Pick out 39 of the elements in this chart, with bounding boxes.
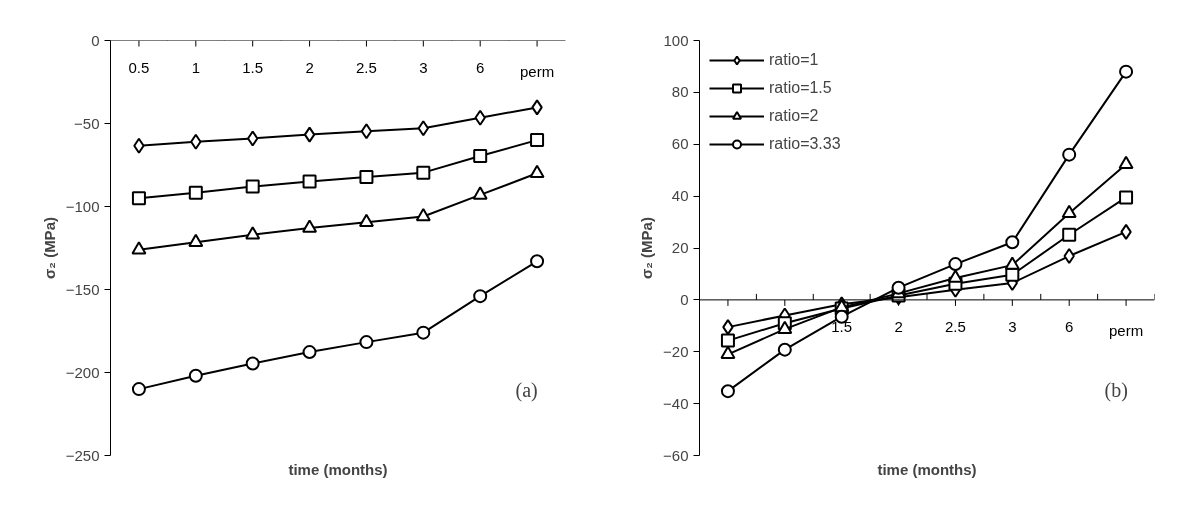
legend-label: ratio=1.5 (769, 79, 832, 97)
y-tick-label: −60 (663, 446, 689, 464)
x-tick-label: perm (1108, 321, 1144, 339)
legend-label: ratio=3.33 (769, 135, 841, 153)
x-tick-label: 2.5 (945, 317, 966, 335)
x-tick-label: 3 (419, 58, 428, 76)
x-tick-label: 3 (1008, 317, 1017, 335)
x-tick-label: 1 (191, 58, 200, 76)
y-tick-label: −50 (74, 114, 100, 132)
y-tick-label: −250 (65, 446, 100, 464)
legend-label: ratio=2 (769, 107, 819, 125)
y-tick-label: −100 (65, 197, 100, 215)
x-tick-label: 2 (894, 317, 903, 335)
y-tick-label: 0 (91, 31, 100, 49)
y-axis-title: σ₂ (MPa) (638, 217, 656, 279)
annotation: (a) (515, 378, 538, 402)
x-tick-label: 6 (476, 58, 485, 76)
y-tick-label: −20 (663, 342, 689, 360)
x-tick-label: 0.5 (128, 58, 150, 76)
y-tick-label: 100 (663, 31, 689, 49)
x-tick-label: 2.5 (356, 58, 377, 76)
y-tick-label: 60 (671, 135, 689, 153)
y-tick-label: −150 (65, 280, 100, 298)
x-tick-label: 6 (1065, 317, 1074, 335)
x-tick-label: 1.5 (242, 58, 264, 76)
legend-label: ratio=1 (769, 51, 819, 69)
y-tick-label: −40 (663, 394, 689, 412)
x-axis-title: time (months) (288, 460, 388, 478)
y-tick-label: 40 (671, 187, 689, 205)
y-tick-label: 20 (671, 239, 689, 256)
y-tick-label: 0 (680, 290, 689, 308)
x-tick-label: 2 (305, 58, 314, 76)
y-tick-label: −200 (65, 363, 100, 381)
x-tick-label: perm (519, 62, 555, 80)
annotation: (b) (1104, 378, 1128, 402)
y-tick-label: 80 (671, 83, 689, 101)
x-tick-label: 1.5 (831, 317, 853, 335)
x-axis-title: time (months) (877, 460, 977, 478)
y-axis-title: σ₂ (MPa) (40, 217, 58, 279)
